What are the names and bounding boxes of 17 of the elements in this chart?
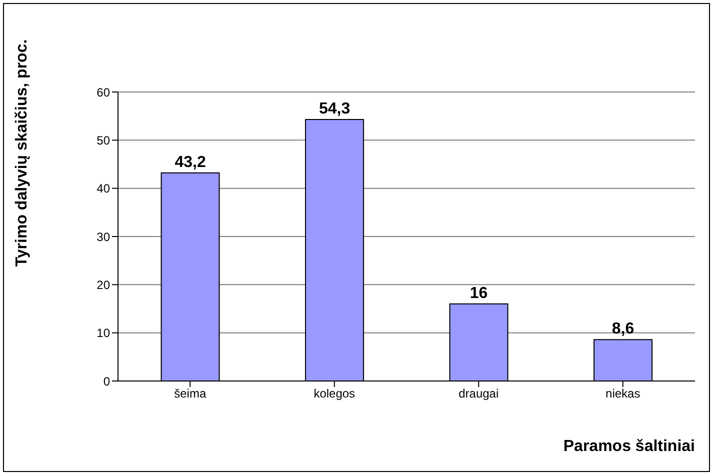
data-label: 54,3 xyxy=(318,100,350,118)
y-tick-label: 10 xyxy=(96,326,110,340)
x-tick-label: niekas xyxy=(606,386,640,401)
x-tick-label: kolegos xyxy=(314,386,356,401)
x-tick-label: šeima xyxy=(174,386,206,401)
y-axis-title: Tyrimo dalyvių skaičius, proc. xyxy=(14,39,30,267)
y-tick-label: 30 xyxy=(96,230,110,244)
y-tick-label: 40 xyxy=(96,182,110,196)
y-tick-label: 20 xyxy=(96,278,110,292)
x-axis-title: Paramos šaltiniai xyxy=(563,438,695,455)
x-tick-label: draugai xyxy=(458,386,499,401)
y-tick-label: 0 xyxy=(103,374,110,388)
y-tick-label: 60 xyxy=(96,85,110,100)
data-label: 8,6 xyxy=(612,320,634,338)
data-label: 16 xyxy=(470,284,488,302)
y-tick-label: 50 xyxy=(96,133,110,148)
data-label: 43,2 xyxy=(174,154,206,171)
